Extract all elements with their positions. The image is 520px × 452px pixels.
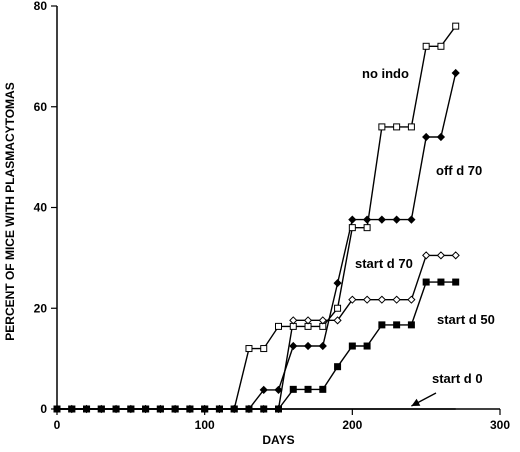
data-point <box>171 405 179 413</box>
series-markers <box>52 22 460 414</box>
data-point <box>289 316 298 325</box>
data-point <box>53 405 61 413</box>
y-tick-label: 40 <box>34 201 48 215</box>
data-point <box>451 251 460 260</box>
data-point <box>318 316 327 325</box>
series-label: start d 0 <box>432 371 483 386</box>
data-point <box>289 385 297 393</box>
y-tick-label: 80 <box>34 0 48 13</box>
data-point <box>363 342 371 350</box>
x-tick-label: 300 <box>490 418 510 432</box>
tick-marks <box>51 5 501 415</box>
series-line <box>57 254 456 410</box>
axes <box>56 6 500 410</box>
data-point <box>303 316 313 325</box>
data-point <box>392 295 401 304</box>
data-point <box>97 405 105 413</box>
y-tick-label: 60 <box>34 100 48 114</box>
data-point <box>334 363 342 371</box>
data-point <box>319 385 327 393</box>
series-label: off d 70 <box>436 163 482 178</box>
data-point <box>362 295 372 304</box>
series-label: no indo <box>362 66 409 81</box>
data-point <box>201 405 209 413</box>
data-point <box>452 278 460 286</box>
data-point <box>348 295 357 304</box>
data-point <box>452 22 460 30</box>
x-tick-label: 100 <box>195 418 215 432</box>
data-point <box>334 304 342 312</box>
data-point <box>407 321 415 329</box>
annotation-arrowhead <box>411 398 421 406</box>
data-point <box>245 345 253 353</box>
data-point <box>407 215 416 224</box>
data-point <box>275 322 282 330</box>
data-point <box>260 345 268 353</box>
data-point <box>437 278 445 286</box>
data-point <box>289 341 298 351</box>
data-point <box>275 405 282 413</box>
x-tick-label: 0 <box>54 418 61 432</box>
data-point <box>259 385 268 394</box>
data-point <box>304 385 312 393</box>
data-point <box>112 405 120 413</box>
x-axis-title: DAYS <box>262 433 294 447</box>
data-point <box>378 321 386 329</box>
data-point <box>127 405 135 413</box>
data-point <box>437 42 445 50</box>
y-tick-label: 20 <box>34 301 48 315</box>
data-point <box>348 224 356 232</box>
x-tick-label: 200 <box>342 418 362 432</box>
data-point <box>392 215 401 224</box>
data-point <box>393 123 401 131</box>
data-point <box>333 278 342 288</box>
data-point <box>230 405 238 413</box>
data-point <box>348 342 356 350</box>
y-axis-title: PERCENT OF MICE WITH PLASMACYTOMAS <box>3 82 17 340</box>
data-point <box>215 405 223 413</box>
data-point <box>451 68 460 78</box>
data-point <box>393 321 401 329</box>
data-point <box>303 341 313 351</box>
data-point <box>348 215 357 224</box>
annotations: no indo off d 70 start d 70 start d 50 start… <box>355 66 495 407</box>
data-point <box>83 405 91 413</box>
series-label: start d 70 <box>355 256 413 271</box>
data-point <box>422 278 430 286</box>
data-point <box>422 251 431 260</box>
data-point <box>318 341 327 351</box>
data-point <box>377 295 386 304</box>
tick-labels: 0 100 200 300 0 20 40 60 80 <box>34 0 511 432</box>
data-point <box>436 251 446 260</box>
data-point <box>362 215 372 224</box>
data-point <box>436 132 446 142</box>
data-point <box>68 405 76 413</box>
data-point <box>333 316 342 325</box>
data-point <box>377 215 386 224</box>
data-point <box>378 123 386 131</box>
data-point <box>142 405 150 413</box>
data-point <box>407 295 416 304</box>
data-point <box>363 224 371 232</box>
data-point <box>260 405 268 413</box>
data-point <box>422 42 430 50</box>
data-point <box>156 405 164 413</box>
data-point <box>407 123 415 131</box>
data-point <box>274 385 283 394</box>
y-tick-label: 0 <box>40 402 47 416</box>
data-point <box>422 132 431 142</box>
series-label: start d 50 <box>437 312 495 327</box>
data-point <box>186 405 194 413</box>
series-lines <box>57 25 457 410</box>
data-point <box>245 405 253 413</box>
